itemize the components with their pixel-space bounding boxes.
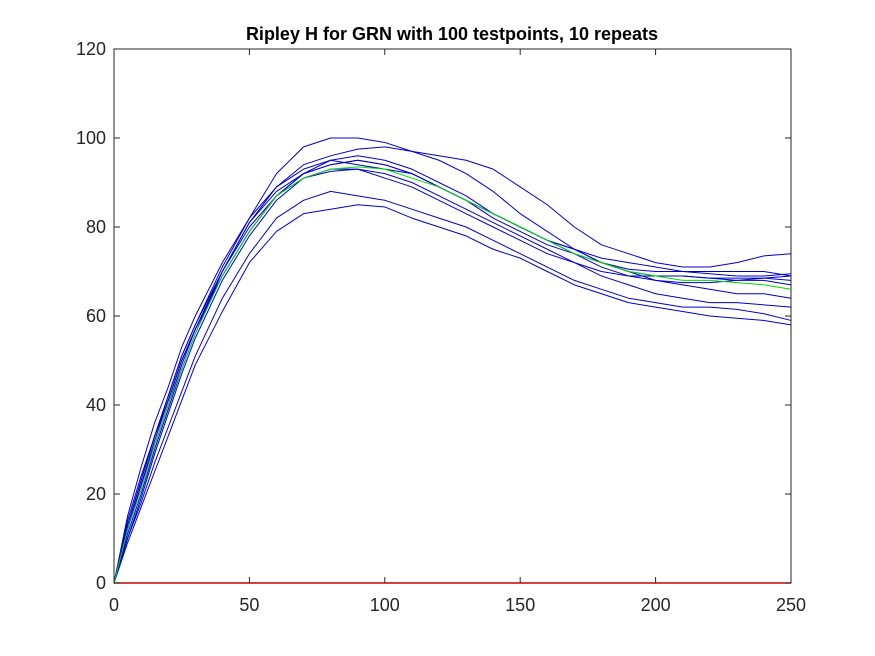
x-tick-label: 150 [505, 595, 535, 615]
y-tick-label: 80 [86, 217, 106, 237]
repeat-line-7 [113, 168, 792, 584]
y-tick-label: 60 [86, 306, 106, 326]
x-tick-label: 50 [239, 595, 259, 615]
x-tick-label: 200 [641, 595, 671, 615]
series-layer [113, 137, 792, 584]
axes-layer: 0 50 100 150 200 250 0 20 40 60 80 100 120 [76, 39, 806, 615]
mean-line [113, 166, 792, 584]
y-tick-label: 20 [86, 484, 106, 504]
y-tick-label: 100 [76, 128, 106, 148]
x-tick-label: 250 [776, 595, 806, 615]
repeat-line-2 [113, 204, 792, 584]
y-tick-label: 40 [86, 395, 106, 415]
repeat-line-5 [113, 146, 792, 584]
chart-title: Ripley H for GRN with 100 testpoints, 10… [246, 24, 658, 44]
repeat-line-9 [113, 168, 792, 584]
y-tick-label: 0 [96, 573, 106, 593]
x-tick-label: 0 [109, 595, 119, 615]
repeat-line-3 [113, 190, 792, 584]
repeat-line-1 [113, 155, 792, 584]
y-tick-label: 120 [76, 39, 106, 59]
repeat-line-10 [113, 159, 792, 584]
plot-area [113, 48, 792, 584]
x-tick-label: 100 [370, 595, 400, 615]
